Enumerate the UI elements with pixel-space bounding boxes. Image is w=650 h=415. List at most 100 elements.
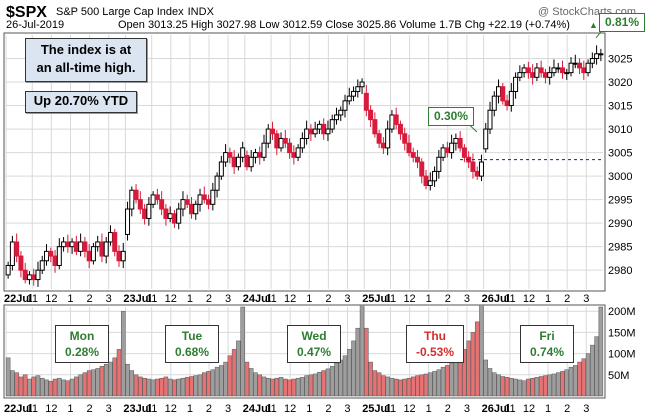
day-box-mon: Mon 0.28%	[55, 325, 109, 363]
index-name-label: S&P 500 Large Cap Index INDX	[56, 6, 215, 18]
price-tick-label: 3025	[608, 54, 632, 66]
volume-bar	[581, 358, 587, 397]
candle-body	[474, 170, 480, 177]
volume-bar	[321, 370, 326, 397]
time-tick-label: 11	[146, 403, 157, 415]
volume-bar	[376, 372, 382, 397]
volume-bar	[551, 373, 557, 397]
price-tick-label: 3020	[608, 77, 632, 89]
candle-body	[491, 95, 497, 111]
volume-bar	[240, 306, 245, 397]
volume-bar	[274, 377, 280, 397]
candle-body	[26, 274, 32, 281]
candle-body	[73, 241, 79, 252]
time-tick-label: 2	[445, 403, 451, 415]
volume-bar	[564, 369, 570, 397]
candle-body	[500, 86, 506, 102]
volume-bar	[329, 366, 335, 397]
time-tick-label: 2	[445, 293, 451, 305]
volume-bar	[133, 374, 139, 397]
volume-bar	[180, 377, 186, 397]
volume-bar	[372, 370, 378, 397]
candle-body	[402, 133, 408, 144]
time-tick-label: 1	[187, 403, 193, 415]
candle-body	[125, 208, 131, 235]
exchange-label: INDX	[188, 6, 215, 18]
time-tick-label: 3	[225, 403, 231, 415]
time-tick-label: 22Jul	[4, 293, 32, 305]
volume-bar	[39, 377, 45, 397]
time-tick-label: 11	[385, 403, 396, 415]
candle-body	[90, 246, 96, 262]
candle-body	[291, 152, 297, 158]
time-tick-label: 12	[45, 293, 57, 305]
volume-bar	[219, 365, 224, 397]
candle-body	[321, 123, 327, 135]
time-tick-label: 3	[225, 293, 231, 305]
volume-bar	[568, 366, 574, 397]
time-tick-label: 2	[325, 403, 331, 415]
volume-bar	[291, 378, 297, 397]
candle-body	[521, 67, 527, 74]
time-tick-label: 2	[87, 293, 93, 305]
volume-bar	[385, 376, 390, 397]
volume-bar	[526, 378, 531, 397]
candle-body	[274, 133, 280, 149]
volume-bar	[116, 349, 122, 397]
pct-mid-text: 0.30%	[434, 109, 469, 123]
candle-body	[534, 67, 540, 78]
volume-bar	[146, 378, 152, 397]
candle-body	[380, 142, 386, 149]
time-tick-label: 11	[385, 293, 396, 305]
volume-bar	[210, 369, 216, 397]
candle-body	[393, 114, 399, 125]
candle-body	[538, 67, 544, 74]
candle-body	[278, 137, 284, 149]
volume-bar	[449, 362, 454, 397]
volume-bar	[445, 365, 450, 397]
volume-tick-label: 150M	[608, 327, 636, 339]
volume-bar	[129, 370, 135, 397]
candle-body	[167, 213, 173, 219]
time-tick-label: 2	[564, 293, 570, 305]
candle-body	[581, 67, 587, 74]
volume-bar	[308, 374, 314, 397]
price-tick-label: 3005	[608, 148, 632, 160]
date-label: 26-Jul-2019	[6, 19, 64, 31]
time-tick-label: 12	[165, 403, 177, 415]
volume-bar	[598, 306, 604, 397]
volume-bar	[479, 304, 484, 397]
candle-body	[483, 128, 489, 150]
candle-body	[432, 170, 438, 182]
volume-bar	[364, 327, 369, 397]
volume-bar	[304, 375, 309, 397]
candle-body	[304, 128, 310, 139]
candle-body	[142, 208, 148, 219]
pct-top-text: 0.81%	[605, 15, 640, 29]
time-tick-label: 12	[165, 293, 177, 305]
volume-bar	[547, 374, 552, 397]
candle-body	[231, 156, 237, 168]
volume-bar	[27, 378, 32, 397]
volume-tick-label: 50M	[608, 370, 629, 382]
candle-body	[107, 232, 113, 243]
volume-bar	[197, 374, 203, 397]
candle-body	[312, 128, 318, 135]
volume-bar	[368, 361, 373, 397]
candle-body	[436, 156, 442, 172]
time-tick-label: 26Jul	[482, 403, 510, 415]
candle-body	[14, 241, 20, 257]
candle-body	[52, 255, 58, 266]
index-name: S&P 500 Large Cap Index	[56, 6, 184, 18]
volume-bar	[406, 377, 412, 397]
candle-body	[513, 76, 519, 92]
time-tick-label: 11	[504, 403, 515, 415]
volume-bar	[585, 353, 591, 397]
candle-body	[61, 241, 67, 248]
candle-body	[559, 67, 565, 74]
time-tick-label: 11	[504, 293, 515, 305]
candle-body	[449, 142, 455, 154]
candle-body	[223, 152, 229, 163]
time-tick-label: 3	[344, 403, 350, 415]
volume-bar	[176, 378, 181, 397]
